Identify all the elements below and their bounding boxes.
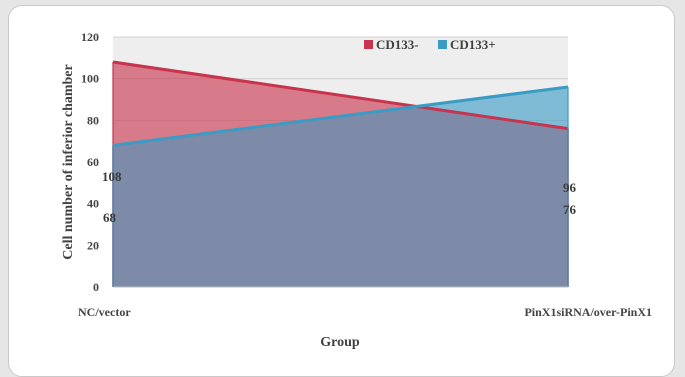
data-label-cd133-pos-left: 68	[103, 210, 117, 225]
y-axis-title: Cell number of inferior chamber	[61, 64, 76, 259]
axes: 0 20 40 60 80 100 120	[81, 30, 568, 294]
series-line-cd133-neg	[112, 60, 569, 131]
data-label-cd133-neg-right: 76	[563, 202, 577, 217]
legend-label-cd133-neg: CD133-	[376, 37, 419, 52]
x-tick-label-pinx1: PinX1siRNA/over-PinX1	[524, 305, 652, 319]
y-tick-label-40: 40	[87, 197, 99, 211]
data-label-cd133-pos-right: 96	[563, 180, 577, 195]
area-chart: 0 20 40 60 80 100 120 Cell number of inferior …	[61, 30, 652, 350]
x-axis-title: Group	[320, 335, 360, 350]
y-tick-label-20: 20	[87, 238, 99, 252]
area-layer	[112, 60, 569, 287]
y-tick-label-0: 0	[93, 280, 99, 294]
data-label-cd133-neg-left: 108	[102, 169, 122, 184]
x-tick-label-nc-vector: NC/vector	[78, 305, 131, 319]
legend-swatch-cd133-pos	[438, 40, 447, 49]
series-line-cd133-pos	[112, 85, 569, 147]
legend-swatch-cd133-neg	[364, 40, 373, 49]
y-tick-label-60: 60	[87, 155, 99, 169]
legend: CD133- CD133+	[364, 37, 496, 52]
y-tick-label-80: 80	[87, 113, 99, 127]
legend-label-cd133-pos: CD133+	[450, 37, 496, 52]
area-overlap	[113, 106, 568, 287]
y-tick-label-100: 100	[81, 72, 99, 86]
y-tick-label-120: 120	[81, 30, 99, 44]
